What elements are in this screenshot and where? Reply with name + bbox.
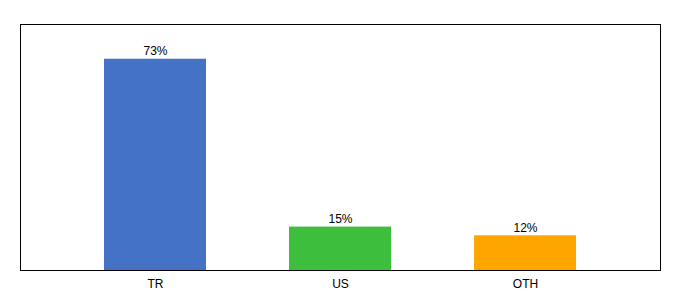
svg-text:TR: TR: [148, 277, 164, 291]
svg-text:73%: 73%: [143, 44, 167, 58]
svg-text:12%: 12%: [513, 221, 537, 235]
svg-text:US: US: [332, 277, 349, 291]
svg-text:15%: 15%: [328, 212, 352, 226]
svg-text:OTH: OTH: [513, 277, 538, 291]
